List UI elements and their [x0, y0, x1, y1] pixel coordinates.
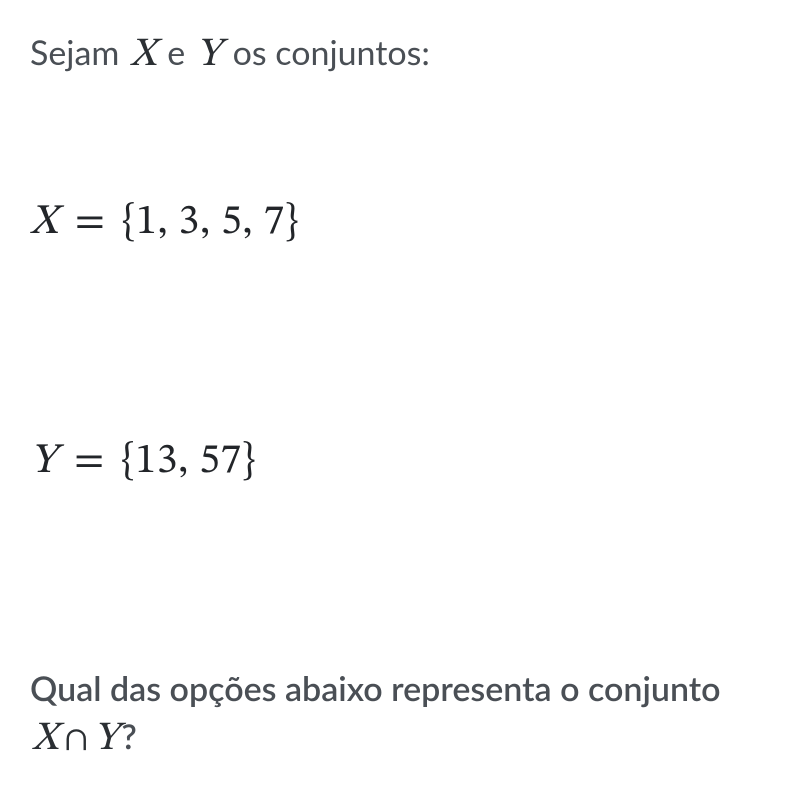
var-x: X [128, 35, 159, 75]
intro-text-1: Sejam [30, 32, 128, 73]
question-mark: ? [121, 716, 136, 757]
intersection-symbol: ∩ [61, 722, 92, 758]
question-var-x: X [30, 719, 61, 759]
intro-text-3: os conjuntos: [224, 32, 430, 73]
equation-x: X = {1, 3, 5, 7} [30, 196, 770, 249]
question-text-1: Qual das opções abaixo representa o conj… [30, 668, 721, 709]
question-var-y: Y [91, 719, 121, 759]
question-line: Qual das opções abaixo representa o conj… [30, 666, 770, 766]
eq1-rhs: {1, 3, 5, 7} [122, 201, 299, 243]
intro-line: Sejam X e Y os conjuntos: [30, 28, 770, 82]
eq2-rhs: {13, 57} [121, 440, 256, 482]
var-y: Y [194, 35, 224, 75]
eq1-lhs: X [30, 201, 58, 243]
question-container: Sejam X e Y os conjuntos: X = {1, 3, 5, … [0, 0, 800, 766]
eq2-eq: = [58, 440, 121, 482]
eq1-eq: = [58, 201, 121, 243]
intro-text-2: e [159, 32, 194, 73]
equation-y: Y = {13, 57} [30, 435, 770, 488]
eq2-lhs: Y [30, 440, 58, 482]
